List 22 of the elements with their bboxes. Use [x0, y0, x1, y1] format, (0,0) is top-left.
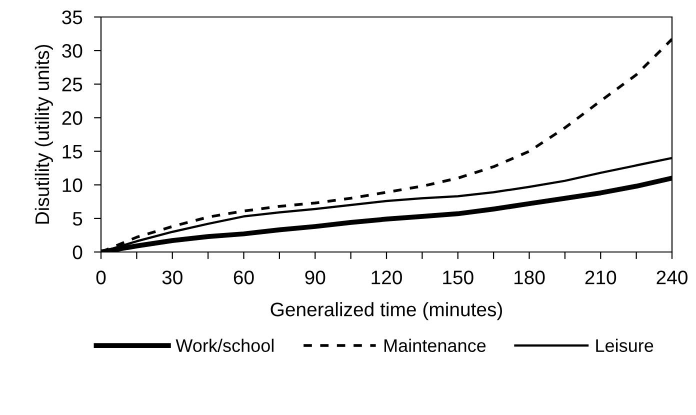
legend-label: Work/school [176, 338, 274, 352]
x-tick-label: 180 [514, 270, 545, 284]
y-tick-label: 10 [62, 178, 82, 192]
x-tick-label: 30 [162, 270, 182, 284]
y-tick-label: 30 [62, 44, 82, 58]
legend-label: Maintenance [384, 338, 486, 352]
y-tick-label: 0 [72, 245, 82, 260]
x-tick-label: 120 [372, 270, 402, 284]
y-tick-label: 5 [72, 212, 82, 226]
x-tick-label: 240 [656, 270, 688, 284]
y-axis-title: Disutility (utility units) [34, 44, 53, 224]
x-tick-label: 210 [585, 270, 616, 284]
y-tick-label: 35 [62, 10, 82, 24]
legend-label: Leisure [596, 338, 654, 352]
x-tick-label: 90 [305, 270, 326, 284]
x-tick-label: 0 [96, 270, 106, 284]
y-tick-label: 20 [62, 111, 82, 125]
x-axis-title: Generalized time (minutes) [270, 302, 502, 320]
x-tick-label: 150 [443, 270, 474, 284]
y-tick-label: 25 [62, 78, 82, 92]
y-tick-label: 15 [62, 144, 82, 159]
x-tick-label: 60 [234, 270, 254, 284]
